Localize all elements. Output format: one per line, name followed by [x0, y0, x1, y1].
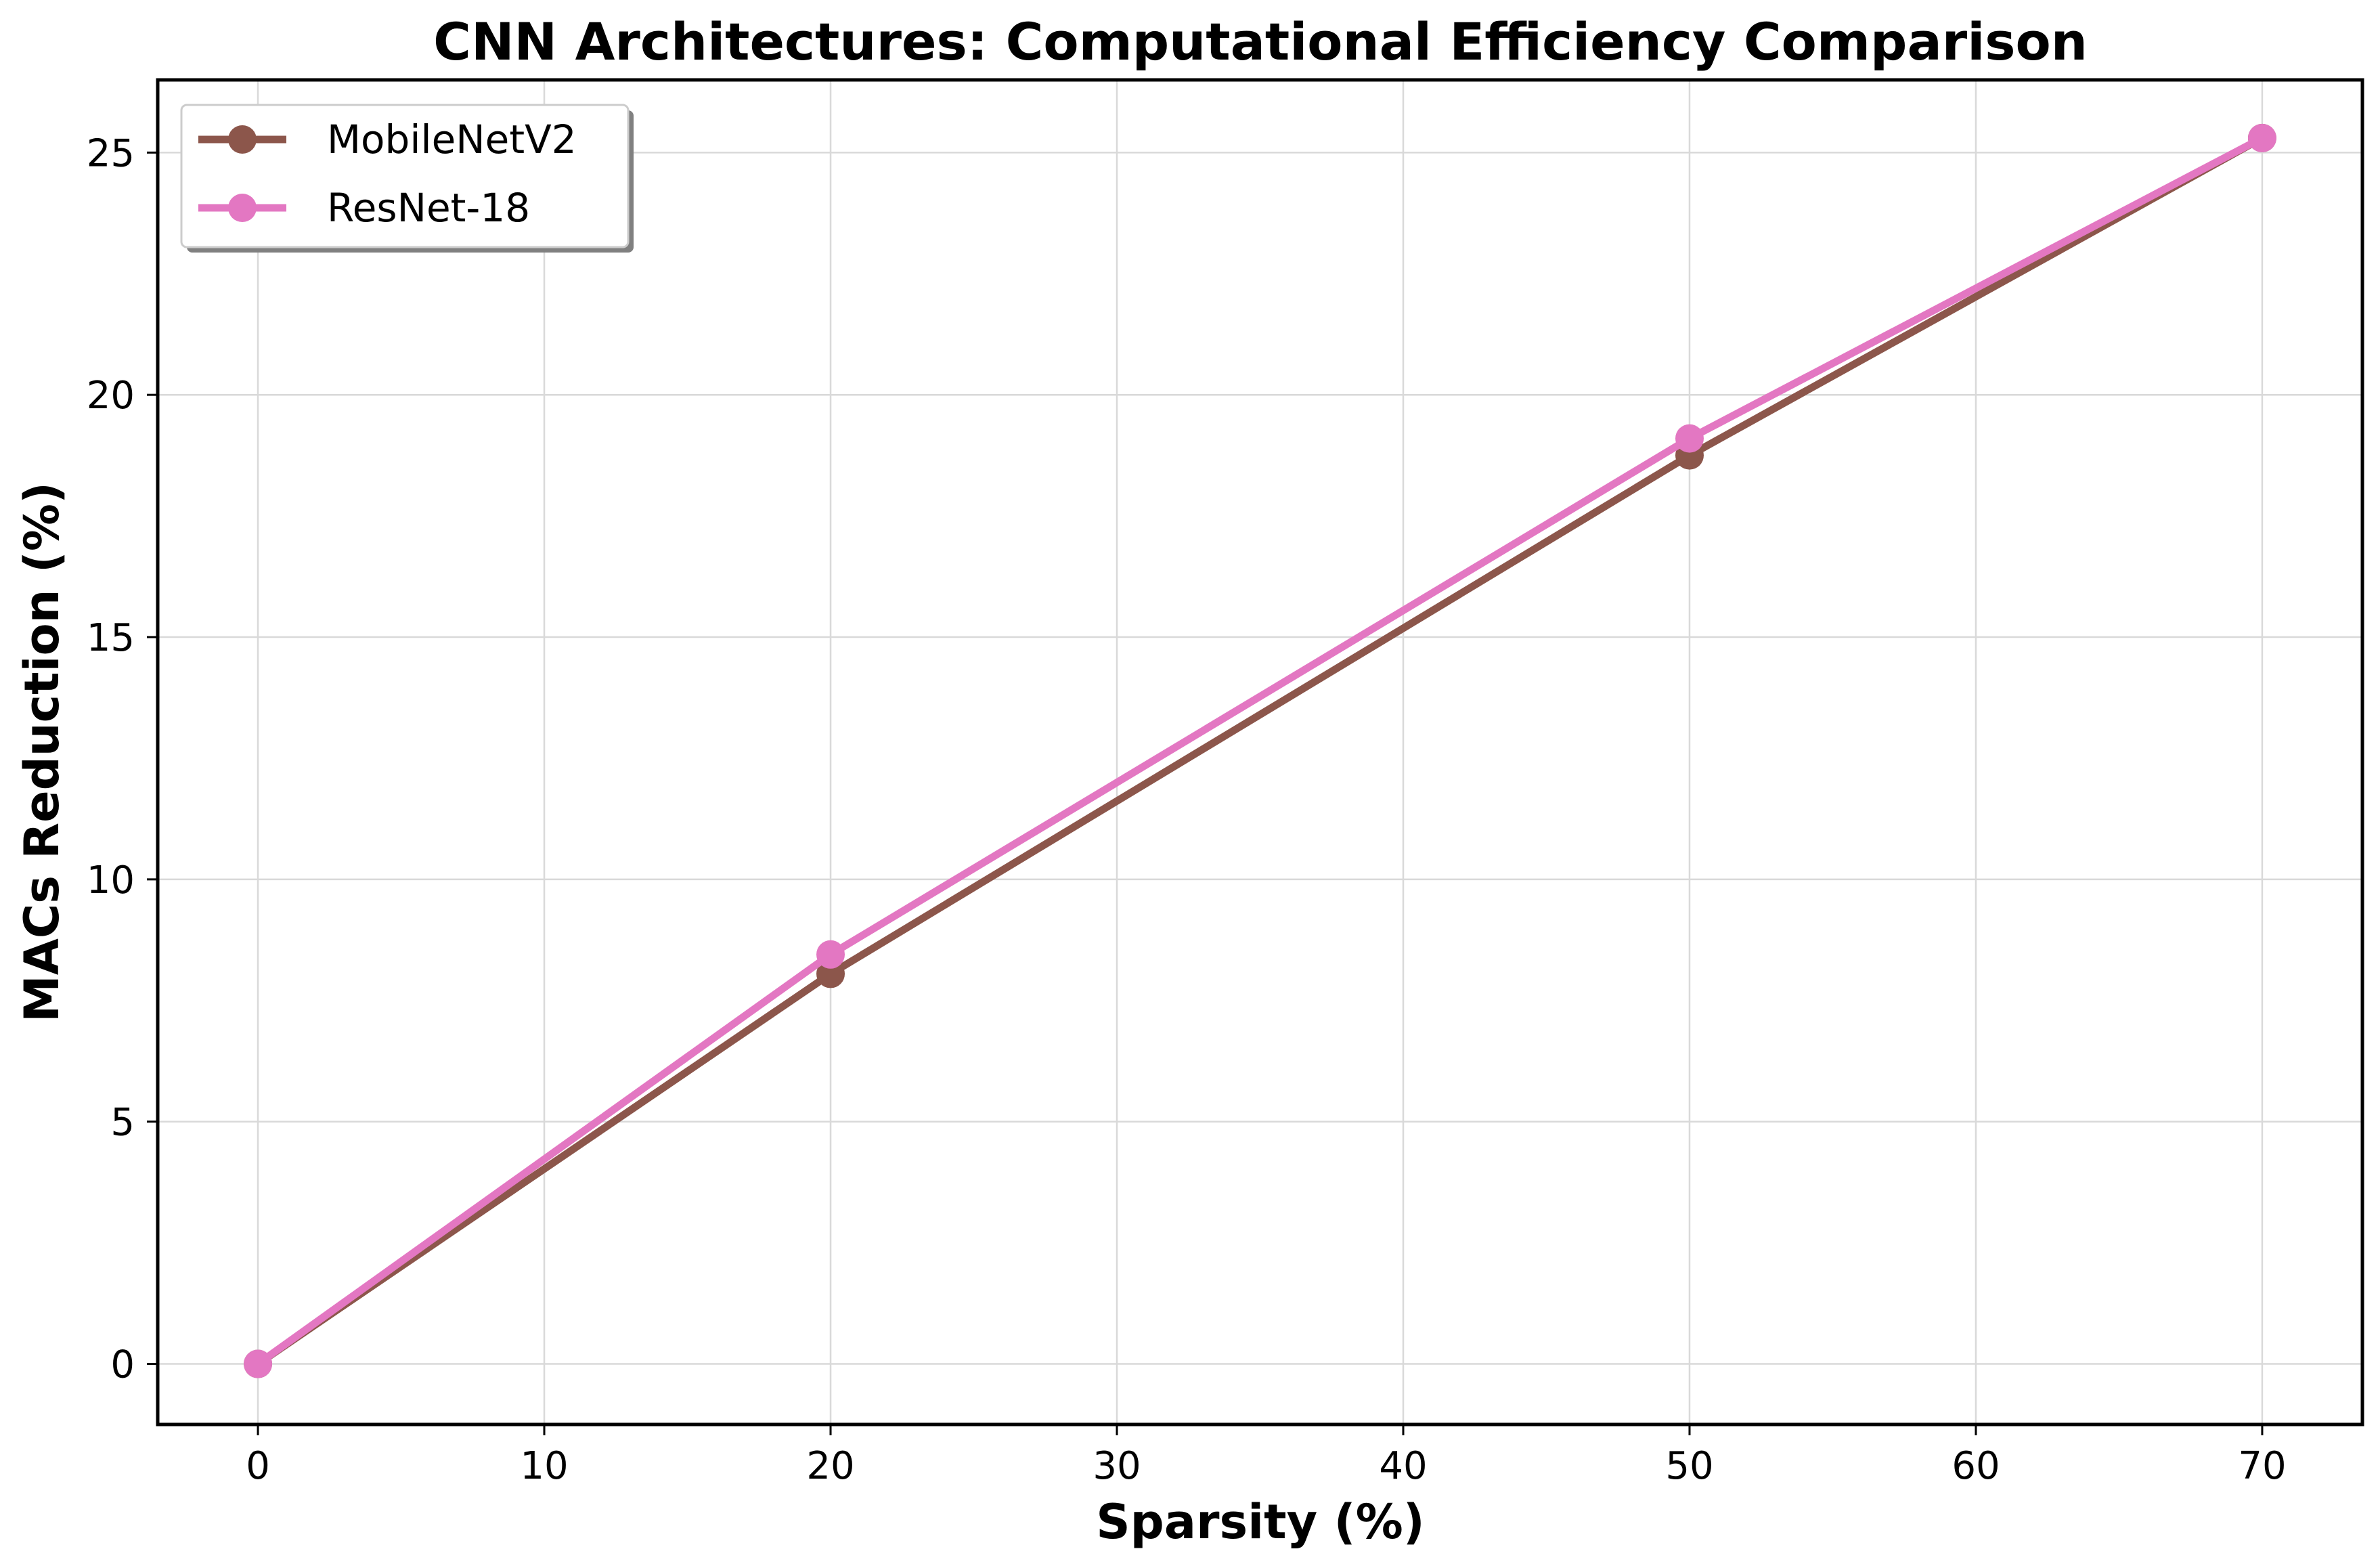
legend-swatch-marker	[228, 194, 257, 222]
x-tick-label: 0	[246, 1444, 270, 1488]
legend: MobileNetV2 ResNet-18	[180, 104, 634, 253]
y-axis-label: MACs Reduction (%)	[14, 482, 70, 1022]
x-axis-label: Sparsity (%)	[1096, 1494, 1425, 1550]
series-line-0	[255, 135, 2264, 1368]
x-tick-label: 40	[1379, 1444, 1427, 1488]
legend-label: MobileNetV2	[327, 116, 577, 162]
series-layer	[244, 123, 2276, 1378]
x-tick-label: 20	[806, 1444, 854, 1488]
y-tick-label: 25	[87, 131, 135, 175]
x-tick-label: 60	[1952, 1444, 2000, 1488]
legend-box	[180, 104, 630, 248]
y-tick-label: 0	[110, 1343, 135, 1387]
y-tick-label: 15	[87, 616, 135, 660]
axis-ticks: 0 10 20 30 40 50 60 70 0 5 10 15 20 25	[87, 131, 2287, 1488]
series-line-1	[255, 135, 2264, 1368]
y-tick-label: 5	[110, 1101, 135, 1145]
x-tick-label: 70	[2238, 1444, 2286, 1488]
data-point	[816, 940, 845, 969]
data-point	[1675, 424, 1704, 453]
plot-frame	[156, 78, 2364, 1427]
data-point	[244, 1349, 273, 1378]
x-tick-label: 50	[1665, 1444, 1713, 1488]
grid	[158, 80, 2362, 1424]
legend-label: ResNet-18	[327, 185, 530, 231]
y-tick-label: 10	[87, 858, 135, 902]
y-tick-label: 20	[87, 374, 135, 418]
x-tick-label: 30	[1093, 1444, 1141, 1488]
data-point	[2247, 123, 2276, 152]
x-tick-label: 10	[520, 1444, 568, 1488]
legend-swatch-marker	[228, 125, 257, 154]
chart-title: CNN Architectures: Computational Efficie…	[433, 12, 2088, 72]
